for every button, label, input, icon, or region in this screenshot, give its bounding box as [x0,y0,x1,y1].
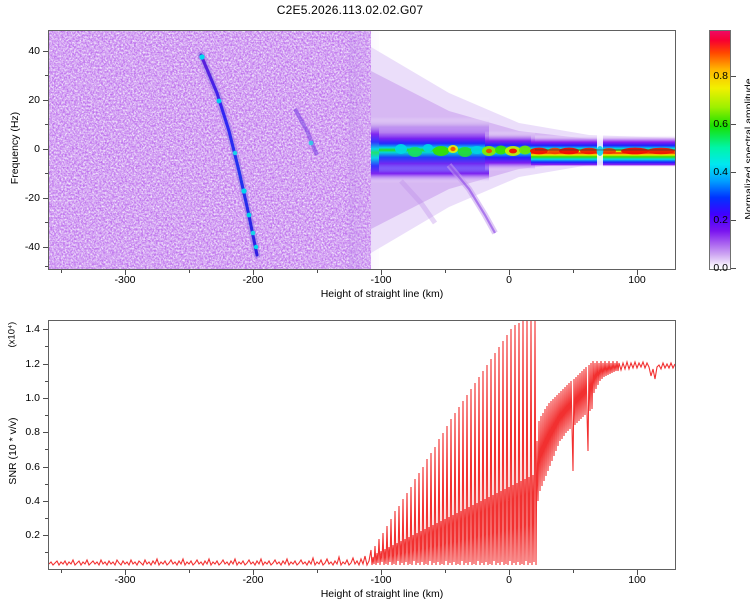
snr-ytick-label: 1.4 [25,323,40,335]
snr-line [49,321,675,567]
spectrogram-xtick-minor [189,270,190,273]
spectrogram-ytick-label: -20 [24,192,40,204]
spectrogram-plot-area [48,30,676,270]
snr-xtick-minor [445,570,446,573]
spectrogram-ytick-label: 40 [28,45,40,57]
snr-ytick-mark [43,467,48,468]
colorbar-tick-mark [731,76,736,77]
snr-ytick-minor [45,484,48,485]
spectrogram-ytick-mark [43,100,48,101]
colorbar-title: Normalized spectral amplitude [743,78,750,220]
spectrogram-panel: -300 -200 -100 0 100 40 20 0 -20 -40 Fre… [0,0,700,300]
colorbar-tick-label: 0.6 [713,118,728,130]
colorbar-tick-mark [731,220,736,221]
colorbar-gradient [710,31,730,269]
snr-xtick-minor [61,570,62,573]
snr-xtick-minor [317,570,318,573]
snr-ytick-mark [43,364,48,365]
snr-x-axis-label: Height of straight line (km) [320,588,444,600]
snr-xtick-mark [381,570,382,575]
snr-xtick-label: -200 [242,574,264,586]
snr-ytick-mark [43,501,48,502]
spectrogram-xtick-minor [445,270,446,273]
diagonal-streak [197,51,319,259]
spectrogram-ytick-label: 20 [28,94,40,106]
figure-title: C2E5.2026.113.02.02.G07 [276,3,424,17]
snr-xtick-mark [253,570,254,575]
spectrogram-ytick-mark [43,198,48,199]
spectrogram-xtick-mark [381,270,382,275]
spectrogram-ytick-label: 0 [34,143,40,155]
spectrogram-xtick-label: -200 [242,274,264,286]
snr-ytick-mark [43,398,48,399]
spectrogram-xtick-minor [573,270,574,273]
snr-ytick-mark [43,329,48,330]
spectrogram-ytick-mark [43,51,48,52]
snr-xtick-minor [189,570,190,573]
colorbar-panel: 0.0 0.2 0.4 0.6 0.8 Normalized spectral … [700,0,750,300]
descending-tail [399,163,498,235]
snr-ytick-label: 0.2 [25,529,40,541]
spectrogram-xtick-mark [509,270,510,275]
spectrogram-xtick-mark [125,270,126,275]
snr-xtick-label: 100 [628,574,646,586]
spectrogram-xtick-label: 0 [506,274,512,286]
snr-ytick-minor [45,518,48,519]
spectrogram-xtick-label: -300 [114,274,136,286]
colorbar-tick-mark [731,268,736,269]
band-dropout [596,133,604,169]
noise-field [49,31,371,269]
snr-xtick-label: 0 [506,574,512,586]
colorbar-tick-mark [731,124,736,125]
signal-band [371,47,675,253]
snr-xtick-mark [125,570,126,575]
snr-ytick-minor [45,552,48,553]
snr-xtick-label: -300 [114,574,136,586]
spectrogram-y-axis-label: Frequency (Hz) [9,111,21,185]
snr-ytick-minor [45,415,48,416]
snr-ytick-label: 1.0 [25,392,40,404]
colorbar-tick-label: 0.2 [713,214,728,226]
snr-xtick-mark [509,570,510,575]
snr-ytick-label: 0.8 [25,426,40,438]
spectrogram-ytick-minor [45,222,48,223]
colorbar-tick-mark [731,172,736,173]
snr-ytick-label: 1.2 [25,358,40,370]
colorbar-tick-label: 0.4 [713,166,728,178]
snr-ytick-label: 0.4 [25,495,40,507]
spectrogram-xtick-label: -100 [370,274,392,286]
spectrogram-ytick-minor [45,173,48,174]
spectrogram-x-axis-label: Height of straight line (km) [320,288,444,300]
snr-xtick-minor [573,570,574,573]
snr-ytick-label: 0.6 [25,461,40,473]
spectrogram-xtick-mark [253,270,254,275]
colorbar-tick-label: 0.8 [713,70,728,82]
spectrogram-ytick-label: -40 [24,241,40,253]
colorbar [709,30,731,270]
spectrogram-xtick-minor [317,270,318,273]
snr-ytick-mark [43,535,48,536]
snr-trace [49,321,675,569]
spectrogram-image [49,31,675,269]
snr-xtick-mark [637,570,638,575]
spectrogram-ytick-mark [43,247,48,248]
spectrogram-ytick-minor [45,75,48,76]
spectrogram-xtick-mark [637,270,638,275]
snr-ytick-minor [45,449,48,450]
snr-xtick-label: -100 [370,574,392,586]
snr-panel: (x10⁴) -300 -200 -100 0 100 [0,300,700,600]
spectrogram-ytick-minor [45,124,48,125]
snr-ytick-minor [45,381,48,382]
spectrogram-ytick-mark [43,149,48,150]
spectrogram-xtick-minor [61,270,62,273]
snr-ytick-minor [45,346,48,347]
snr-y-axis-label: SNR (10 * v/v) [7,417,19,485]
spectrogram-xtick-label: 100 [628,274,646,286]
snr-plot-area [48,320,676,570]
snr-ytick-mark [43,432,48,433]
spectrogram-ytick-minor [45,266,48,267]
colorbar-tick-label: 0.0 [713,262,728,274]
